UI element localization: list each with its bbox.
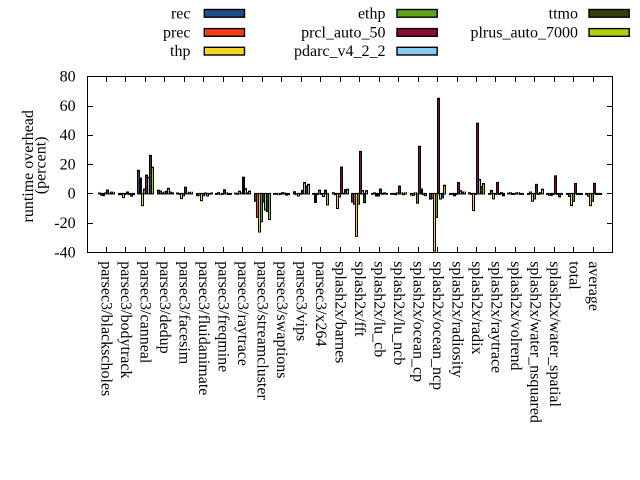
svg-text:plrus_auto_7000: plrus_auto_7000 bbox=[470, 24, 578, 41]
svg-text:parsec3/freqmine: parsec3/freqmine bbox=[215, 261, 232, 372]
svg-text:splash2x/radiosity: splash2x/radiosity bbox=[448, 261, 465, 377]
svg-text:pdarc_v4_2_2: pdarc_v4_2_2 bbox=[294, 43, 386, 60]
svg-text:runtime overhead: runtime overhead bbox=[20, 110, 37, 222]
svg-text:parsec3/dedup: parsec3/dedup bbox=[156, 261, 173, 353]
svg-text:-20: -20 bbox=[54, 215, 75, 232]
svg-text:splash2x/volrend: splash2x/volrend bbox=[507, 261, 524, 370]
svg-text:parsec3/blackscholes: parsec3/blackscholes bbox=[98, 261, 115, 396]
svg-text:thp: thp bbox=[170, 43, 190, 60]
svg-text:0: 0 bbox=[68, 186, 76, 203]
svg-text:ttmo: ttmo bbox=[549, 5, 578, 22]
svg-text:splash2x/fft: splash2x/fft bbox=[351, 261, 368, 337]
svg-text:splash2x/lu_cb: splash2x/lu_cb bbox=[370, 261, 387, 357]
svg-text:parsec3/swaptions: parsec3/swaptions bbox=[273, 261, 290, 378]
svg-text:splash2x/water_nsquared: splash2x/water_nsquared bbox=[526, 261, 543, 423]
svg-text:splash2x/ocean_ncp: splash2x/ocean_ncp bbox=[429, 261, 446, 390]
svg-text:80: 80 bbox=[60, 69, 76, 86]
svg-text:splash2x/lu_ncb: splash2x/lu_ncb bbox=[390, 261, 407, 365]
svg-text:parsec3/facesim: parsec3/facesim bbox=[176, 261, 193, 365]
svg-text:60: 60 bbox=[60, 98, 76, 115]
svg-text:parsec3/raytrace: parsec3/raytrace bbox=[234, 261, 251, 366]
svg-text:20: 20 bbox=[60, 156, 76, 173]
svg-text:rec: rec bbox=[171, 5, 191, 22]
svg-text:total: total bbox=[565, 261, 582, 290]
svg-text:parsec3/bodytrack: parsec3/bodytrack bbox=[117, 261, 134, 378]
svg-text:prec: prec bbox=[163, 24, 191, 41]
svg-text:parsec3/vips: parsec3/vips bbox=[293, 261, 310, 341]
svg-text:parsec3/streamcluster: parsec3/streamcluster bbox=[254, 261, 271, 400]
svg-text:average: average bbox=[585, 261, 602, 311]
svg-text:splash2x/raytrace: splash2x/raytrace bbox=[487, 261, 504, 373]
svg-text:splash2x/radix: splash2x/radix bbox=[468, 261, 485, 354]
svg-text:parsec3/fluidanimate: parsec3/fluidanimate bbox=[195, 261, 212, 395]
svg-text:parsec3/x264: parsec3/x264 bbox=[312, 261, 329, 346]
svg-text:splash2x/barnes: splash2x/barnes bbox=[332, 261, 349, 363]
svg-text:splash2x/water_spatial: splash2x/water_spatial bbox=[546, 261, 563, 407]
svg-text:(percent): (percent) bbox=[33, 137, 50, 195]
svg-text:40: 40 bbox=[60, 127, 76, 144]
svg-text:parsec3/canneal: parsec3/canneal bbox=[137, 261, 154, 364]
svg-text:ethp: ethp bbox=[358, 5, 386, 22]
svg-text:splash2x/ocean_cp: splash2x/ocean_cp bbox=[409, 261, 426, 382]
svg-text:-40: -40 bbox=[54, 244, 75, 261]
svg-text:prcl_auto_50: prcl_auto_50 bbox=[301, 24, 385, 41]
